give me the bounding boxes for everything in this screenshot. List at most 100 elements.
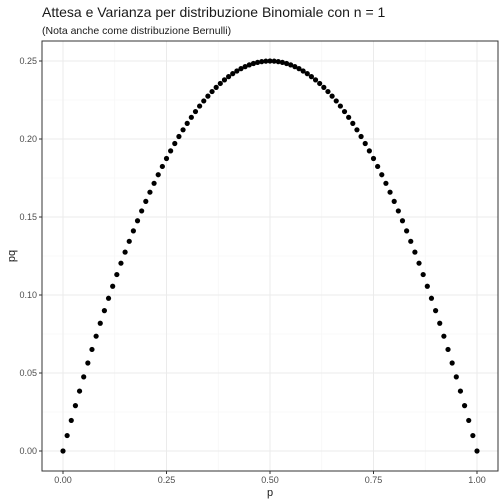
data-point	[279, 59, 286, 66]
data-point	[85, 360, 91, 366]
data-point	[437, 320, 443, 326]
y-tick-label: 0.20	[19, 134, 37, 144]
data-point	[97, 320, 103, 326]
data-point	[449, 360, 455, 366]
data-point	[139, 208, 145, 214]
data-point	[122, 249, 128, 255]
data-point	[259, 59, 265, 65]
data-point	[105, 295, 112, 301]
data-point	[341, 108, 348, 115]
x-tick-label: 0.25	[158, 475, 176, 485]
data-point	[333, 98, 339, 104]
data-point	[362, 140, 368, 147]
data-point	[308, 74, 314, 80]
data-point	[163, 155, 170, 162]
data-point	[441, 333, 447, 339]
data-point	[420, 271, 426, 278]
data-point	[234, 68, 240, 74]
chart-subtitle: (Nota anche come distribuzione Bernulli)	[42, 25, 231, 37]
y-tick-label: 0.25	[19, 56, 37, 66]
data-point	[250, 60, 257, 67]
data-point	[93, 333, 99, 339]
data-point	[155, 172, 161, 178]
data-point	[197, 103, 203, 109]
data-point	[143, 198, 149, 204]
data-point	[300, 68, 306, 74]
data-point	[383, 180, 389, 186]
data-point	[404, 228, 410, 234]
data-point	[474, 448, 480, 454]
data-point	[254, 59, 261, 66]
data-point	[387, 189, 393, 195]
data-point	[296, 66, 302, 72]
data-point	[325, 88, 331, 95]
data-point	[283, 60, 290, 67]
data-point	[466, 417, 472, 424]
data-point	[101, 308, 107, 314]
data-point	[114, 271, 120, 278]
data-point	[453, 374, 459, 380]
y-tick-label: 0.05	[19, 368, 37, 378]
data-point	[416, 260, 422, 266]
data-point	[288, 62, 294, 68]
data-point	[329, 93, 335, 99]
data-point	[379, 172, 385, 178]
data-point	[118, 260, 124, 266]
plot-panel	[41, 40, 499, 472]
data-point	[126, 238, 132, 244]
data-point	[399, 218, 406, 224]
data-point	[292, 64, 298, 70]
data-point	[217, 80, 223, 87]
data-point	[130, 228, 136, 234]
data-point	[428, 295, 435, 301]
data-point	[350, 120, 356, 126]
y-axis-title: pq	[6, 250, 18, 262]
data-point	[375, 163, 381, 170]
data-point	[304, 71, 310, 77]
chart-title: Attesa e Varianza per distribuzione Bino…	[42, 4, 386, 20]
data-point	[238, 66, 244, 72]
x-axis-title: p	[267, 487, 273, 499]
x-axis: 0.00 0.25 0.50 0.75 1.00	[54, 471, 486, 485]
y-tick-label: 0.00	[19, 446, 37, 456]
data-point	[321, 84, 327, 90]
data-point	[317, 80, 323, 87]
data-point	[221, 77, 228, 83]
data-point	[271, 58, 277, 64]
data-point	[176, 133, 182, 140]
y-axis: 0.00 0.05 0.10 0.15 0.20 0.25	[19, 56, 42, 456]
data-point	[337, 103, 343, 109]
x-tick-label: 1.00	[468, 475, 486, 485]
x-tick-label: 0.75	[365, 475, 383, 485]
data-point	[180, 127, 186, 133]
x-tick-label: 0.00	[54, 475, 72, 485]
data-point	[172, 140, 178, 147]
data-point	[184, 120, 190, 126]
data-point	[72, 403, 79, 409]
data-point	[461, 403, 468, 409]
data-point	[267, 58, 273, 64]
data-point	[188, 114, 194, 120]
data-point	[445, 346, 451, 353]
data-point	[159, 163, 165, 170]
y-tick-label: 0.15	[19, 212, 37, 222]
data-point	[205, 93, 211, 99]
data-point	[110, 283, 116, 289]
y-tick-label: 0.10	[19, 290, 37, 300]
data-point	[230, 71, 236, 77]
data-points	[60, 58, 480, 454]
data-point	[209, 88, 215, 95]
data-point	[81, 374, 87, 380]
data-point	[147, 189, 153, 195]
data-point	[64, 432, 70, 439]
data-point	[424, 283, 430, 289]
data-point	[457, 388, 464, 394]
data-point	[201, 98, 207, 104]
data-point	[89, 346, 95, 353]
data-point	[68, 417, 74, 424]
data-point	[408, 238, 414, 244]
x-tick-label: 0.50	[261, 475, 279, 485]
data-point	[412, 249, 418, 255]
data-point	[366, 148, 372, 154]
data-point	[226, 74, 232, 80]
